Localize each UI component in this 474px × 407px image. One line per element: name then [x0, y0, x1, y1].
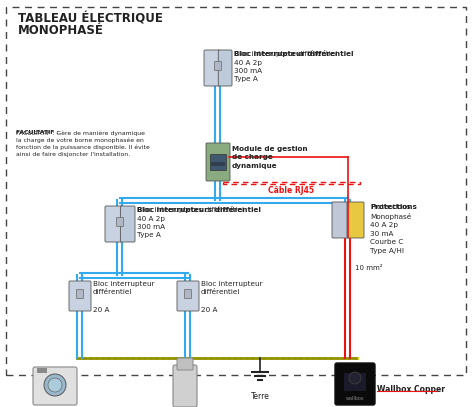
Text: Bloc interrupteur différentiel
40 A 2p
300 mA
Type A: Bloc interrupteur différentiel 40 A 2p 3… — [234, 50, 337, 83]
Text: Wallbox Copper: Wallbox Copper — [377, 385, 445, 394]
Text: wallbox: wallbox — [346, 396, 365, 400]
Bar — [344, 373, 366, 391]
FancyBboxPatch shape — [76, 289, 83, 298]
Circle shape — [48, 378, 62, 392]
Bar — [223, 182, 360, 184]
Text: Terre: Terre — [251, 392, 269, 401]
FancyBboxPatch shape — [117, 217, 124, 227]
FancyBboxPatch shape — [215, 61, 221, 70]
Text: Protections
Monophasé
40 A 2p
30 mA
Courbe C
Type A/HI: Protections Monophasé 40 A 2p 30 mA Cour… — [370, 204, 411, 254]
FancyBboxPatch shape — [177, 281, 199, 311]
FancyBboxPatch shape — [69, 281, 91, 311]
Text: FACULTATIF :: FACULTATIF : — [16, 130, 59, 135]
Text: TABLEAU ÉLECTRIQUE: TABLEAU ÉLECTRIQUE — [18, 12, 163, 25]
FancyBboxPatch shape — [184, 289, 191, 298]
FancyBboxPatch shape — [335, 363, 375, 405]
Text: Bloc interrupteurs différentiel
40 A 2p
300 mA
Type A: Bloc interrupteurs différentiel 40 A 2p … — [137, 206, 244, 239]
Text: Bloc interrupteur
différentiel

20 A: Bloc interrupteur différentiel 20 A — [201, 281, 263, 313]
FancyBboxPatch shape — [177, 358, 193, 370]
FancyBboxPatch shape — [33, 367, 77, 405]
Text: Câble RJ45: Câble RJ45 — [268, 186, 315, 195]
Text: FACULTATIF : Gère de manière dynamique
la charge de votre borne monophasée en
fo: FACULTATIF : Gère de manière dynamique l… — [16, 130, 150, 157]
FancyBboxPatch shape — [105, 206, 122, 242]
FancyBboxPatch shape — [120, 206, 135, 242]
FancyBboxPatch shape — [173, 365, 197, 407]
Text: 10 mm²: 10 mm² — [355, 265, 383, 271]
FancyBboxPatch shape — [219, 50, 232, 86]
Text: Bloc interrupteur différentiel: Bloc interrupteur différentiel — [234, 50, 354, 57]
Circle shape — [44, 374, 66, 396]
Bar — [211, 162, 225, 166]
Text: MONOPHASÉ: MONOPHASÉ — [18, 24, 104, 37]
Text: Module de gestion
de charge
dynamique: Module de gestion de charge dynamique — [232, 146, 308, 169]
FancyBboxPatch shape — [204, 50, 220, 86]
FancyBboxPatch shape — [332, 202, 349, 238]
Text: Bloc interrupteur
différentiel

20 A: Bloc interrupteur différentiel 20 A — [93, 281, 155, 313]
Bar — [37, 368, 47, 373]
Text: Bloc interrupteurs différentiel: Bloc interrupteurs différentiel — [137, 206, 261, 213]
Bar — [210, 154, 226, 170]
Text: Protections: Protections — [370, 204, 417, 210]
FancyBboxPatch shape — [206, 143, 230, 181]
FancyBboxPatch shape — [347, 202, 364, 238]
Circle shape — [349, 372, 361, 384]
